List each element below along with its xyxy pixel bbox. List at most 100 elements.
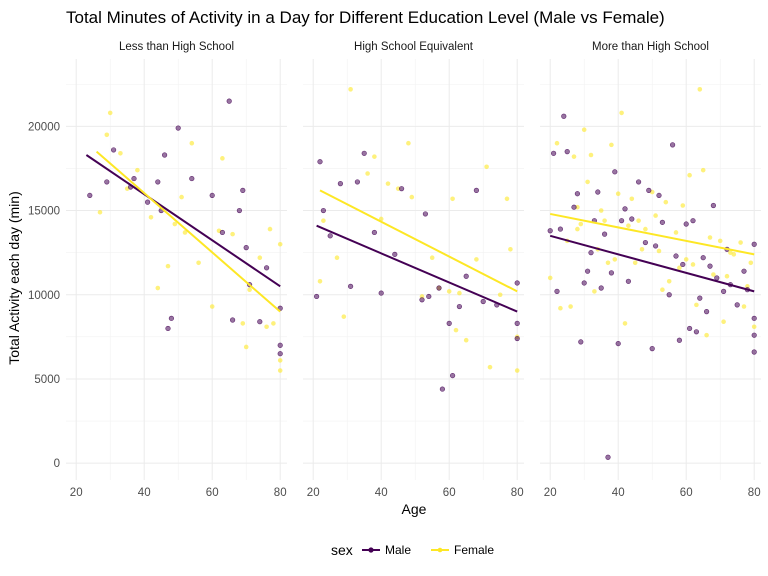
point-male: [554, 288, 560, 294]
point-male: [622, 206, 628, 212]
point-female: [267, 226, 273, 232]
x-tick-label: 40: [612, 487, 625, 499]
point-male: [710, 202, 717, 209]
point-male: [209, 192, 215, 199]
trend-line-female: [95, 150, 281, 313]
y-tick-label: 15000: [28, 206, 60, 218]
point-male: [189, 175, 195, 182]
point-male: [693, 329, 700, 335]
point-male: [361, 150, 367, 156]
point-male: [751, 332, 757, 338]
point-female: [615, 191, 621, 197]
point-male: [734, 302, 740, 308]
point-female: [104, 132, 110, 138]
point-male: [642, 239, 649, 246]
point-male: [605, 454, 611, 460]
point-male: [578, 339, 584, 345]
point-male: [168, 315, 174, 321]
point-female: [643, 226, 648, 232]
point-male: [392, 251, 398, 257]
point-male: [615, 340, 621, 347]
point-female: [179, 194, 184, 200]
point-male: [162, 152, 168, 158]
point-male: [646, 187, 652, 193]
y-tick-label: 5000: [34, 374, 60, 386]
point-female: [694, 302, 699, 308]
point-male: [473, 187, 480, 193]
x-tick-label: 40: [138, 487, 151, 499]
point-male: [683, 221, 689, 227]
point-male: [584, 268, 591, 274]
point-male: [320, 207, 327, 214]
point-male: [629, 216, 635, 222]
point-female: [165, 263, 171, 269]
point-female: [409, 194, 415, 200]
point-female: [247, 287, 252, 293]
point-female: [721, 319, 726, 325]
point-female: [711, 272, 716, 277]
legend-key-point: [368, 547, 374, 553]
point-female: [277, 241, 283, 247]
point-male: [145, 199, 151, 205]
point-female: [738, 240, 743, 245]
facet-label: High School Equivalent: [354, 41, 474, 53]
x-tick-label: 60: [443, 487, 456, 499]
x-tick-label: 60: [206, 487, 219, 499]
point-male: [236, 207, 242, 214]
point-male: [277, 342, 283, 348]
point-female: [277, 368, 283, 373]
point-male: [480, 298, 486, 305]
legend-key-point: [437, 547, 443, 553]
point-male: [581, 280, 587, 286]
point-female: [487, 364, 493, 370]
point-female: [660, 287, 665, 293]
point-male: [240, 187, 246, 193]
point-female: [605, 260, 611, 266]
point-female: [196, 260, 201, 266]
point-male: [463, 273, 469, 279]
legend-label: Female: [454, 543, 494, 557]
point-female: [619, 110, 624, 116]
point-male: [378, 290, 384, 296]
point-female: [508, 246, 513, 252]
point-male: [219, 229, 225, 236]
y-axis-title: Total Activity each day (min): [6, 191, 22, 365]
point-male: [751, 241, 757, 247]
point-male: [354, 179, 361, 185]
point-female: [592, 289, 597, 294]
point-female: [554, 140, 560, 146]
facet-label: Less than High School: [119, 41, 234, 53]
point-female: [622, 321, 628, 326]
point-male: [751, 315, 757, 321]
y-tick-label: 20000: [28, 121, 60, 133]
trend-line-female: [550, 212, 755, 256]
point-female: [271, 321, 276, 326]
chart-title: Total Minutes of Activity in a Day for D…: [66, 8, 665, 27]
point-female: [585, 179, 590, 185]
x-tick-label: 80: [274, 487, 287, 499]
point-female: [372, 154, 377, 159]
point-female: [148, 214, 154, 220]
point-female: [277, 358, 283, 363]
y-axis: 0 5000 10000 15000 20000: [28, 121, 60, 470]
point-female: [321, 218, 326, 223]
point-female: [581, 127, 587, 133]
point-female: [348, 87, 353, 92]
point-male: [703, 309, 710, 315]
point-male: [243, 245, 249, 251]
point-male: [649, 346, 655, 352]
point-female: [632, 260, 638, 266]
point-male: [155, 179, 161, 185]
point-male: [676, 337, 683, 343]
facet-label: More than High School: [592, 41, 709, 53]
point-male: [680, 261, 686, 268]
point-male: [700, 255, 706, 261]
point-male: [371, 229, 378, 236]
point-female: [700, 167, 706, 173]
point-female: [257, 255, 263, 261]
point-female: [704, 332, 709, 338]
point-female: [209, 304, 215, 309]
point-female: [748, 260, 754, 266]
point-male: [697, 295, 703, 301]
